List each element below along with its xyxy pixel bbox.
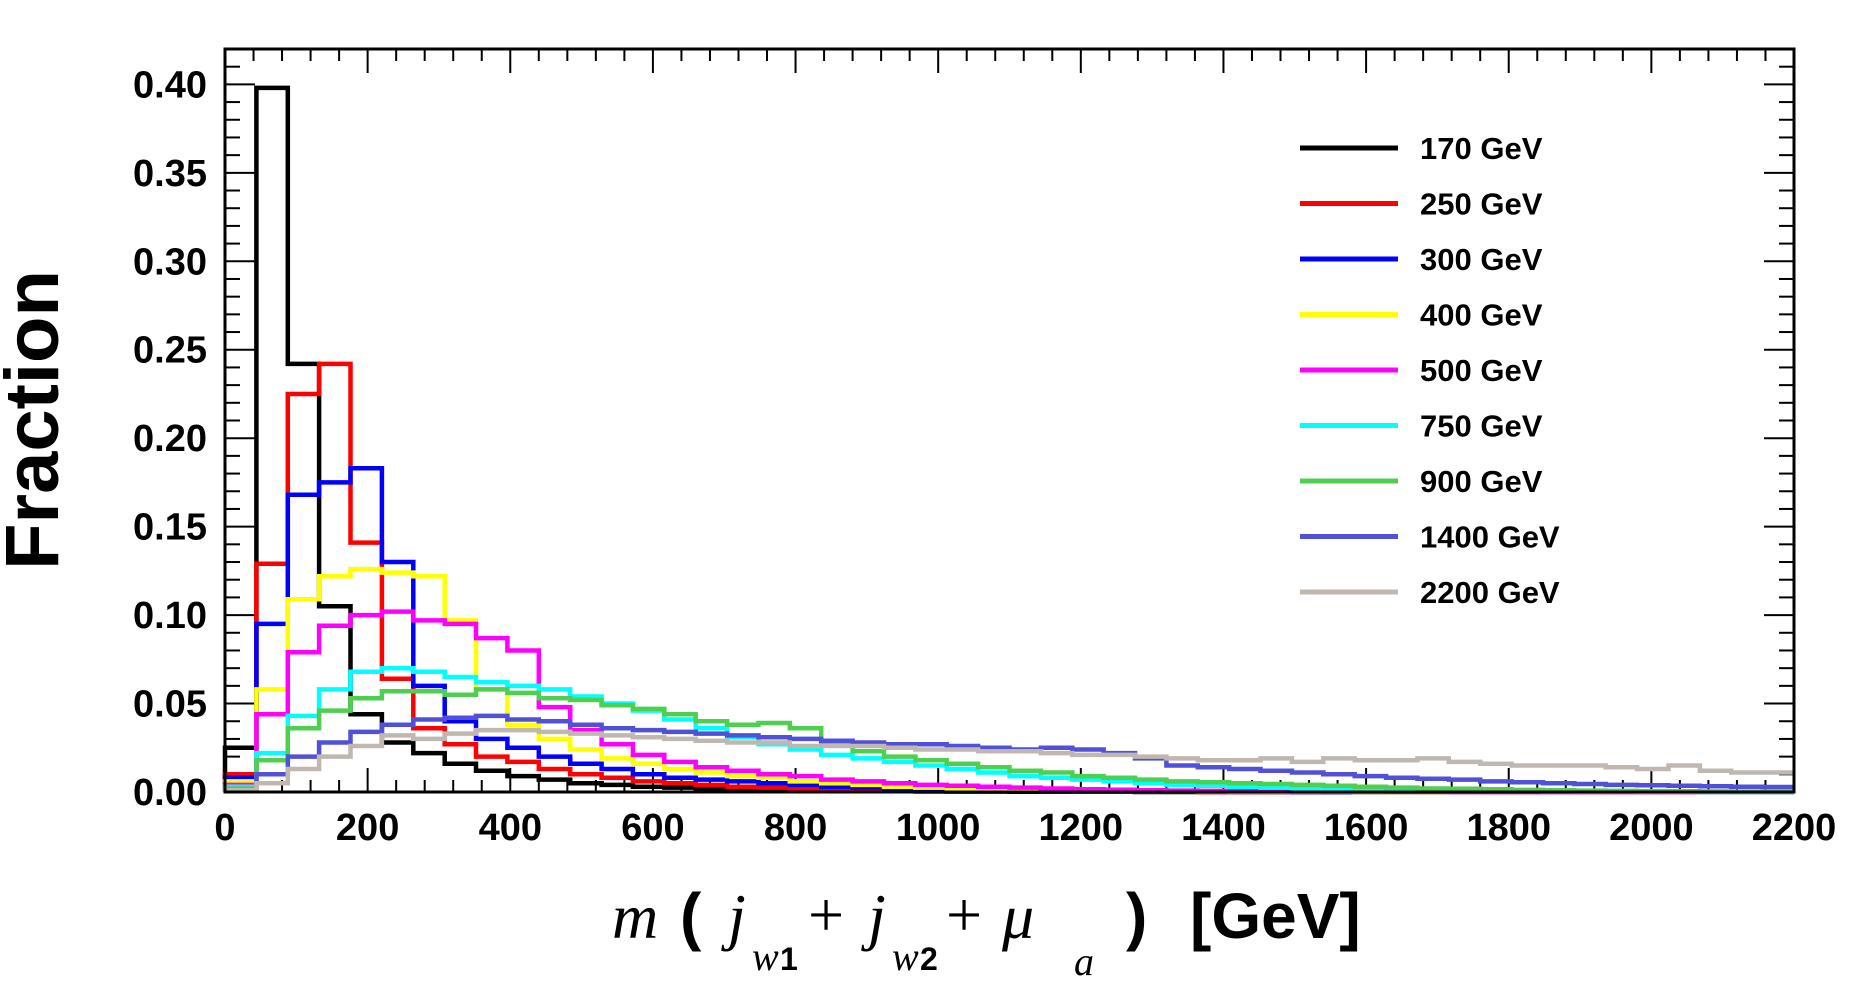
legend-label: 170 GeV	[1420, 131, 1543, 166]
x-tick-labels: 0 200 400 600 800 1000 1200 1400 1600 1800 2000 220…	[214, 807, 1836, 849]
y-tick-label: 0.40	[133, 64, 207, 106]
x-tick-label: 400	[479, 807, 542, 849]
x-tick-label: 1000	[896, 807, 981, 849]
y-tick-label: 0.20	[133, 418, 207, 460]
legend-label: 900 GeV	[1420, 464, 1543, 499]
plot-frame	[223, 47, 1796, 794]
y-tick-label: 0.10	[133, 595, 207, 637]
y-tick-label: 0.15	[133, 507, 207, 549]
legend: 170 GeV 250 GeV 300 GeV 400 GeV 500 GeV 750 G…	[1300, 131, 1560, 610]
y-tick-labels: 0.00 0.05 0.10 0.15 0.20 0.25 0.30 0.35 0.40	[133, 64, 207, 814]
legend-label: 300 GeV	[1420, 242, 1543, 277]
x-label-m: m	[612, 881, 658, 952]
axis-ticks	[224, 48, 1795, 793]
x-tick-label: 2200	[1752, 807, 1837, 849]
x-tick-label: 2000	[1609, 807, 1694, 849]
x-tick-label: 800	[764, 807, 827, 849]
y-tick-label: 0.00	[133, 772, 207, 814]
y-tick-label: 0.35	[133, 153, 207, 195]
x-tick-label: 1400	[1181, 807, 1266, 849]
legend-label: 750 GeV	[1420, 409, 1543, 444]
x-tick-label: 0	[214, 807, 235, 849]
y-tick-label: 0.30	[133, 241, 207, 283]
x-label-sub2-letter: w	[892, 934, 919, 979]
x-axis-label: m ( j w 1 + j w 2 + μ a ) [GeV]	[612, 879, 1361, 984]
x-tick-label: 1800	[1466, 807, 1551, 849]
legend-label: 1400 GeV	[1420, 520, 1560, 555]
x-tick-label: 600	[621, 807, 684, 849]
x-tick-label: 200	[336, 807, 399, 849]
x-label-unit: [GeV]	[1190, 880, 1361, 952]
x-label-close-paren: )	[1126, 880, 1147, 952]
x-tick-label: 1200	[1039, 807, 1124, 849]
series-line-2200-gev	[222, 727, 1794, 793]
x-label-open-paren: (	[680, 880, 702, 952]
x-label-mu: μ	[1001, 881, 1034, 952]
y-tick-label: 0.05	[133, 684, 207, 726]
series-line-1400-gev	[222, 713, 1794, 793]
x-label-sub3: a	[1074, 939, 1094, 984]
legend-label: 2200 GeV	[1420, 575, 1560, 610]
y-tick-label: 0.25	[133, 330, 207, 372]
legend-label: 400 GeV	[1420, 298, 1543, 333]
series-line-900-gev	[222, 687, 1794, 794]
y-axis-label: Fraction	[0, 270, 75, 570]
x-tick-label: 1600	[1324, 807, 1409, 849]
x-label-plus2: +	[946, 879, 982, 950]
x-label-sub1-letter: w	[752, 934, 779, 979]
legend-label: 500 GeV	[1420, 353, 1543, 388]
x-label-sub2-num: 2	[920, 941, 938, 977]
x-label-plus1: +	[808, 879, 844, 950]
legend-label: 250 GeV	[1420, 187, 1543, 222]
x-label-sub1-num: 1	[780, 941, 798, 977]
